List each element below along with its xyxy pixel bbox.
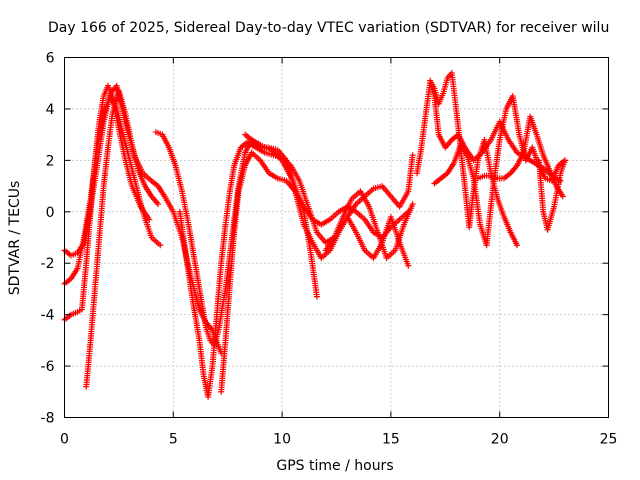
data-point (409, 152, 416, 159)
x-tick-label: 0 (60, 432, 69, 448)
x-tick-label: 25 (600, 432, 618, 448)
y-axis-label: SDTVAR / TECUs (7, 181, 23, 296)
series-track-8 (242, 131, 416, 262)
series-track-15 (535, 157, 568, 233)
x-tick-label: 20 (491, 432, 509, 448)
y-tick-label: -4 (41, 308, 55, 324)
y-tick-label: -8 (41, 411, 55, 427)
data-point (514, 242, 521, 249)
series-track-4 (83, 87, 162, 390)
y-tick-label: 4 (46, 102, 55, 118)
x-tick-label: 10 (273, 432, 291, 448)
chart-title: Day 166 of 2025, Sidereal Day-to-day VTE… (48, 20, 609, 36)
x-axis-label: GPS time / hours (276, 458, 393, 474)
marks-layer (61, 69, 568, 400)
data-point (561, 157, 568, 164)
data-point (155, 201, 162, 208)
y-tick-label: -6 (41, 359, 55, 375)
plot-frame (64, 57, 609, 418)
ticks-layer: 0 5 10 15 20 25 -8 -6 -4 -2 0 2 4 6 (41, 51, 618, 448)
x-tick-label: 5 (169, 432, 178, 448)
series-track-2 (61, 93, 164, 287)
y-tick-label: -2 (41, 256, 55, 272)
series-track-14 (474, 113, 566, 200)
data-point (146, 216, 153, 223)
y-tick-label: 2 (46, 153, 55, 169)
series-track-9 (322, 188, 416, 262)
y-tick-label: 6 (46, 51, 55, 67)
data-point (313, 293, 320, 300)
series-track-1 (61, 82, 225, 357)
x-tick-label: 15 (382, 432, 400, 448)
series-track-10 (344, 213, 412, 269)
data-point (405, 262, 412, 269)
data-point (157, 242, 164, 249)
y-tick-label: 0 (46, 205, 55, 221)
data-point (409, 201, 416, 208)
series-track-3 (61, 82, 153, 323)
data-point (559, 193, 566, 200)
